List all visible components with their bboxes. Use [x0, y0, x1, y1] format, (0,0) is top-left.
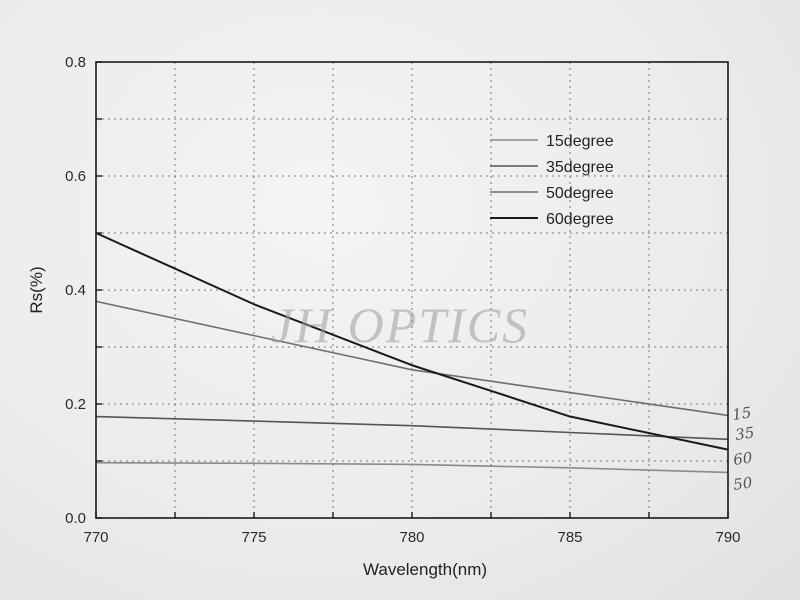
handwritten-note: 50 — [732, 473, 754, 494]
series-lines — [95, 232, 729, 474]
series-line-35degree — [95, 415, 729, 441]
x-tick-label: 780 — [399, 529, 424, 546]
x-tick-label: 790 — [715, 529, 740, 546]
tick-labels: 770 775 780 785 790 0.0 0.2 0.4 0.6 0.8 — [65, 54, 740, 546]
legend-label-50degree: 50degree — [546, 185, 614, 202]
axes — [95, 61, 729, 519]
y-tick-label: 0.2 — [65, 396, 86, 413]
y-tick-label: 0.6 — [65, 168, 86, 185]
watermark-text: JH OPTICS — [271, 297, 529, 353]
y-tick-label: 0.8 — [65, 54, 86, 71]
handwritten-note: 35 — [734, 423, 755, 443]
legend-label-15degree: 15degree — [546, 133, 614, 150]
handwritten-note: 15 — [731, 403, 752, 423]
y-axis-title: Rs(%) — [27, 266, 46, 313]
legend-label-60degree: 60degree — [546, 211, 614, 228]
y-tick-label: 0.0 — [65, 510, 86, 527]
series-line-15degree — [95, 461, 729, 474]
x-tick-label: 775 — [241, 529, 266, 546]
legend: 15degree 35degree 50degree 60degree — [490, 133, 614, 228]
x-tick-label: 785 — [557, 529, 582, 546]
y-tick-label: 0.4 — [65, 282, 86, 299]
legend-label-35degree: 35degree — [546, 159, 614, 176]
x-axis-title: Wavelength(nm) — [363, 560, 487, 579]
handwritten-note: 60 — [732, 448, 754, 469]
series-line-50degree — [95, 300, 729, 417]
x-tick-label: 770 — [83, 529, 108, 546]
series-line-60degree — [95, 232, 729, 451]
grid-lines — [96, 62, 728, 518]
